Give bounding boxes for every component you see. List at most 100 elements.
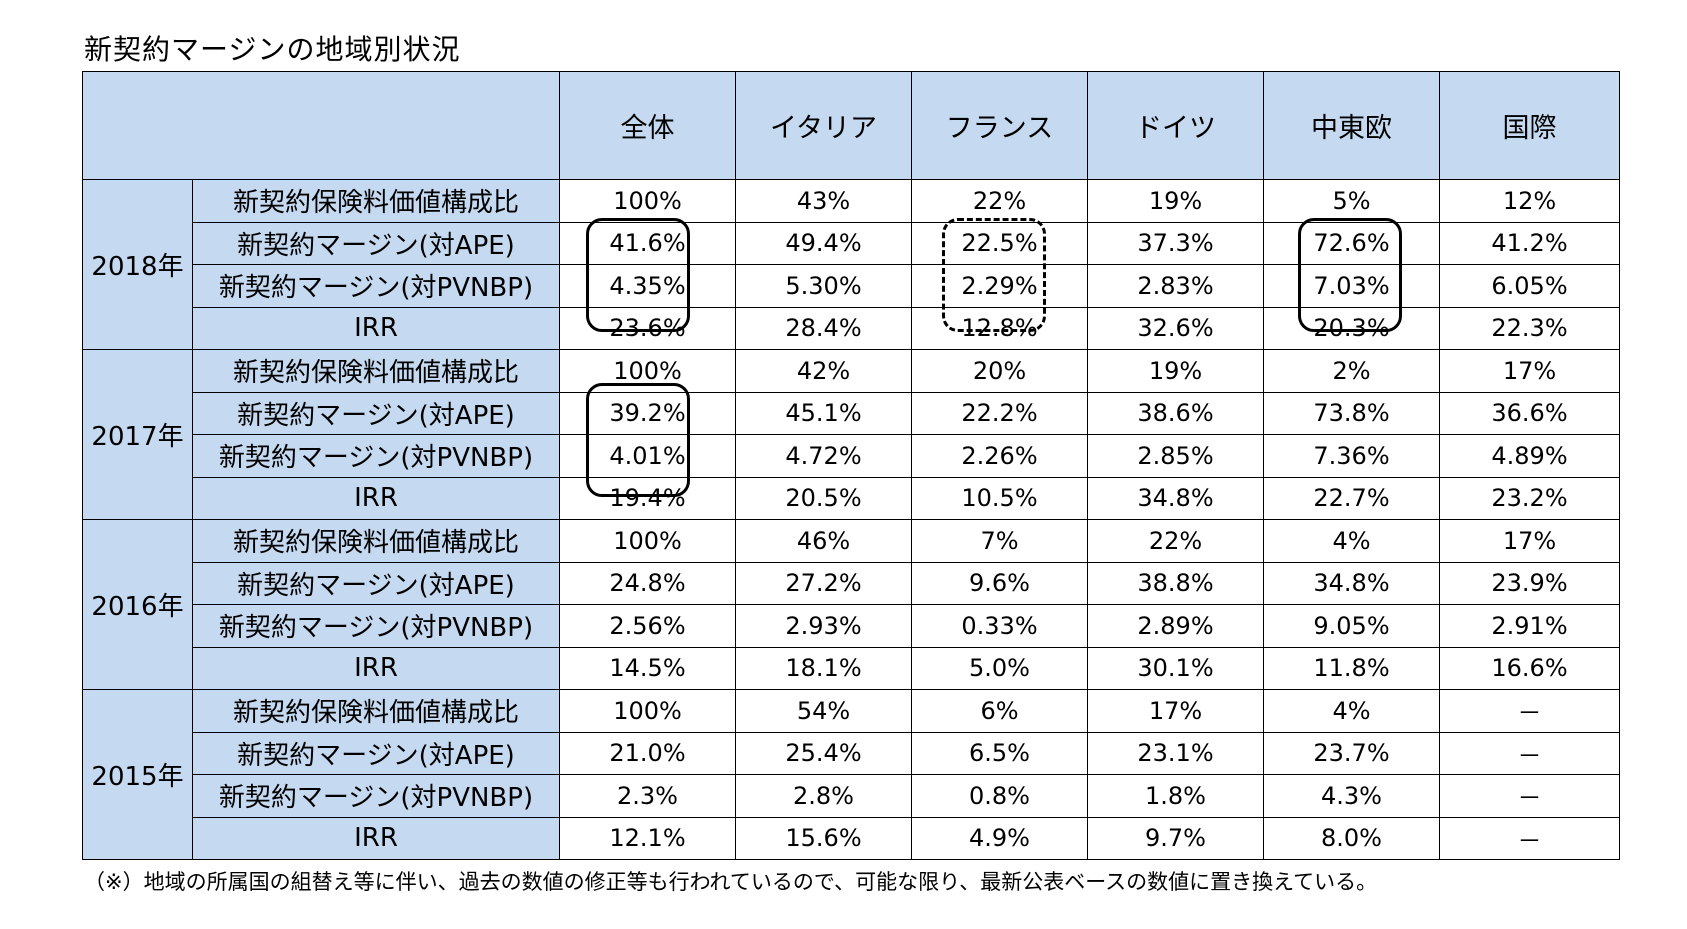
table-cell: 4.3% [1263,774,1440,818]
table-cell: 15.6% [735,816,912,860]
table-cell: 22.3% [1439,306,1620,350]
table-cell: 23.6% [559,306,736,350]
header-region-germany: ドイツ [1087,71,1264,180]
table-cell: 0.33% [911,604,1088,648]
metric-label: 新契約マージン(対APE) [192,391,560,435]
table-cell: 28.4% [735,306,912,350]
table-row: 新契約マージン(対PVNBP) 4.35% 5.30% 2.29% 2.83% 7.03%… [83,264,1620,308]
table-cell: 54% [735,689,912,733]
table-body: 2018年 新契約保険料価値構成比 100% 43% 22% 19% 5% 12% 新契約マージ… [82,179,1620,860]
table-cell: － [1439,816,1620,860]
table-row: 新契約マージン(対PVNBP) 2.56% 2.93% 0.33% 2.89% 9.05%… [83,604,1620,648]
table-cell: － [1439,731,1620,775]
table-cell: 23.2% [1439,476,1620,520]
new-business-margin-table: 全体 イタリア フランス ドイツ 中東欧 国際 2018年 新契約保険料価値構成比… [82,71,1620,860]
table-cell: 0.8% [911,774,1088,818]
metric-label: IRR [192,476,560,520]
metric-label: 新契約保険料価値構成比 [192,689,560,733]
table-cell: 2.93% [735,604,912,648]
metric-label: 新契約マージン(対PVNBP) [192,604,560,648]
header-row: 全体 イタリア フランス ドイツ 中東欧 国際 [82,71,1620,180]
table-cell: 23.1% [1087,731,1264,775]
table-cell: 16.6% [1439,646,1620,690]
table-row: 新契約マージン(対APE) 24.8% 27.2% 9.6% 38.8% 34.8% 23.… [83,561,1620,605]
table-cell: 2.89% [1087,604,1264,648]
table-row: 新契約マージン(対APE) 41.6% 49.4% 22.5% 37.3% 72.6% 41… [83,221,1620,265]
table-cell: 2.8% [735,774,912,818]
table-cell: 9.7% [1087,816,1264,860]
metric-label: 新契約マージン(対PVNBP) [192,264,560,308]
header-region-france: フランス [911,71,1088,180]
table-cell: 38.6% [1087,391,1264,435]
year-label: 2017年 [82,349,193,520]
year-label: 2015年 [82,689,193,860]
metric-label: 新契約マージン(対APE) [192,731,560,775]
table-cell: 100% [559,179,736,223]
table-cell: 5.30% [735,264,912,308]
metric-label: 新契約マージン(対APE) [192,561,560,605]
metric-label: 新契約保険料価値構成比 [192,349,560,393]
table-cell: 19% [1087,179,1264,223]
table-cell: 45.1% [735,391,912,435]
table-cell: 17% [1439,349,1620,393]
table-cell: 23.9% [1439,561,1620,605]
table-cell: 4.35% [559,264,736,308]
table-cell: 100% [559,689,736,733]
table-cell: 2.29% [911,264,1088,308]
table-cell: 34.8% [1263,561,1440,605]
region-table-wrapper: 全体 イタリア フランス ドイツ 中東欧 国際 2018年 新契約保険料価値構成比… [82,71,1620,861]
table-cell: 4.89% [1439,434,1620,478]
header-region-international: 国際 [1439,71,1620,180]
table-cell: 2.3% [559,774,736,818]
table-cell: 22% [911,179,1088,223]
table-row: 2016年 新契約保険料価値構成比 100% 46% 7% 22% 4% 17% [82,519,1620,690]
table-row: 2018年 新契約保険料価値構成比 100% 43% 22% 19% 5% 12% [82,179,1620,350]
table-cell: 20.3% [1263,306,1440,350]
table-cell: 32.6% [1087,306,1264,350]
header-region-cee: 中東欧 [1263,71,1440,180]
table-cell: 2.56% [559,604,736,648]
table-cell: 9.05% [1263,604,1440,648]
table-cell: 4% [1263,689,1440,733]
metric-label: 新契約マージン(対PVNBP) [192,434,560,478]
metric-label: IRR [192,646,560,690]
table-row: 新契約マージン(対APE) 39.2% 45.1% 22.2% 38.6% 73.8% 36… [83,391,1620,435]
table-cell: 4.72% [735,434,912,478]
table-cell: － [1439,689,1620,733]
table-cell: 8.0% [1263,816,1440,860]
table-cell: 14.5% [559,646,736,690]
table-cell: 12.1% [559,816,736,860]
table-row: IRR 19.4% 20.5% 10.5% 34.8% 22.7% 23.2% [83,476,1620,520]
table-row: IRR 14.5% 18.1% 5.0% 30.1% 11.8% 16.6% [83,646,1620,690]
table-cell: 17% [1439,519,1620,563]
table-cell: 4% [1263,519,1440,563]
table-cell: 72.6% [1263,221,1440,265]
table-cell: 5% [1263,179,1440,223]
table-cell: 39.2% [559,391,736,435]
table-cell: 22.2% [911,391,1088,435]
table-cell: 21.0% [559,731,736,775]
header-region-italy: イタリア [735,71,912,180]
metric-label: IRR [192,816,560,860]
table-cell: 27.2% [735,561,912,605]
table-cell: 38.8% [1087,561,1264,605]
table-cell: 43% [735,179,912,223]
table-row: IRR 12.1% 15.6% 4.9% 9.7% 8.0% － [83,816,1620,860]
table-cell: 2% [1263,349,1440,393]
metric-label: 新契約保険料価値構成比 [192,519,560,563]
table-cell: 41.2% [1439,221,1620,265]
table-cell: 2.26% [911,434,1088,478]
table-row: 新契約マージン(対PVNBP) 4.01% 4.72% 2.26% 2.85% 7.36%… [83,434,1620,478]
table-cell: 20.5% [735,476,912,520]
table-cell: 7.03% [1263,264,1440,308]
year-label: 2018年 [82,179,193,350]
table-cell: 17% [1087,689,1264,733]
table-cell: 42% [735,349,912,393]
table-cell: 10.5% [911,476,1088,520]
table-cell: 100% [559,349,736,393]
table-title: 新契約マージンの地域別状況 [84,33,461,66]
table-row: 2015年 新契約保険料価値構成比 100% 54% 6% 17% 4% － [82,689,1620,860]
table-cell: 73.8% [1263,391,1440,435]
header-corner [82,71,560,180]
year-label: 2016年 [82,519,193,690]
